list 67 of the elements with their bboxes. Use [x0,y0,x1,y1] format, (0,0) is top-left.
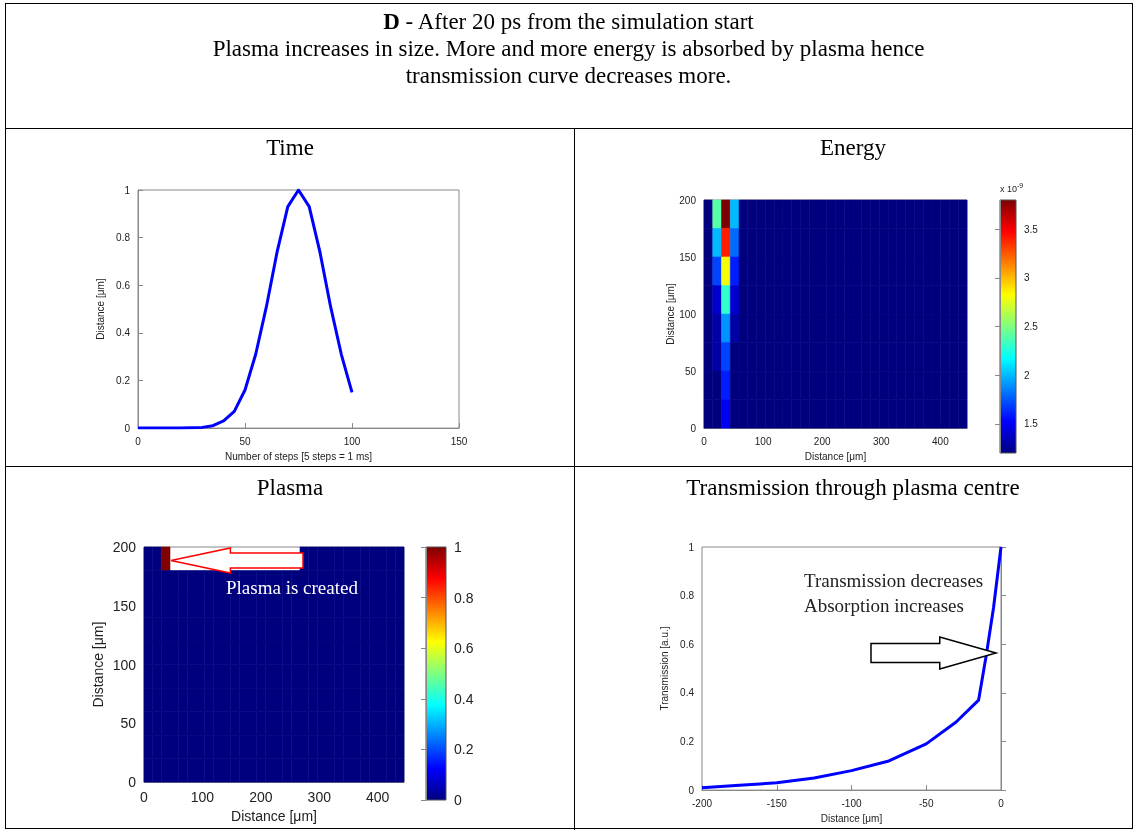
y-tick-label: 0.8 [116,232,131,244]
x-axis-title: Distance [μm] [804,450,867,462]
y-tick-label: 200 [679,194,697,206]
x-tick-label: 0 [140,789,149,806]
y-tick-label: 100 [679,308,697,320]
x-tick-label: 150 [450,435,468,447]
y-tick-label: 0.6 [680,638,695,650]
x-tick-label: 400 [932,435,950,447]
x-tick-label: 50 [239,435,251,447]
color-bar-label: 1.5 [1024,418,1039,430]
color-bar-label: 2.5 [1024,321,1039,332]
y-tick-label: 50 [120,715,137,732]
y-tick-label: 0 [690,422,697,434]
x-tick-label: 0 [998,797,1005,809]
x-tick-label: 300 [307,789,332,806]
text: Plasma increases in size. More and more energy is absorbed by plasma hence transmission curve decreases more. [211,35,926,89]
x-tick-label: 100 [754,435,772,447]
y-tick-label: 1 [124,184,131,196]
y-tick-label: 0 [128,774,137,791]
y-tick-label: 50 [684,365,697,377]
y-tick-label: 1 [688,541,695,553]
y-tick-label: 0.8 [680,590,695,602]
y-axis-title: Distance [μm] [89,621,106,708]
color-bar-label: 0.2 [454,741,474,758]
x-tick-label: -150 [766,797,788,809]
color-bar-label: 0.8 [454,589,474,606]
annotation: Transmission decreases [804,570,984,591]
x-tick-label: 0 [701,435,708,447]
x-tick-label: 200 [249,789,273,806]
x-tick-label: 200 [813,435,831,447]
color-bar-label: 3.5 [1024,223,1039,235]
x-tick-label: -200 [691,797,713,809]
x-tick-label: 400 [366,789,390,806]
x-tick-label: -50 [919,797,934,809]
color-bar-label: 2 [1024,369,1030,381]
text: D - After 20 ps from the simulation start [382,8,755,35]
x-axis-title: Distance [μm] [231,808,317,824]
y-tick-label: 200 [112,539,137,555]
y-tick-label: 150 [679,251,697,263]
line-series [700,545,1003,790]
y-tick-label: 0.4 [680,687,695,699]
y-axis-title: Transmission [a.u.] [658,626,670,711]
color-bar-label: 0.6 [454,640,474,657]
chart-title: Plasma [6,466,574,508]
x-tick-label: 300 [872,435,891,447]
annotation: Absorption increases [804,595,964,616]
x-tick-label: -100 [841,797,862,809]
chart-title: Time [6,128,574,166]
y-tick-label: 0 [124,422,131,434]
color-bar-label: 0.4 [454,690,474,707]
chart-title: Transmission through plasma centre [574,466,1132,508]
y-axis-title: Distance [μm] [94,278,106,340]
y-axis-title: Distance [μm] [664,283,676,345]
chart-title: Energy [574,128,1132,166]
annotation: Plasma is created [226,577,359,598]
x-tick-label: 100 [343,435,361,447]
x-axis-title: Distance [μm] [820,812,883,824]
y-tick-label: 0.4 [116,327,131,339]
color-bar-label: 1 [454,539,462,555]
y-tick-label: 0.6 [116,279,131,291]
x-tick-label: 100 [190,789,215,806]
x-axis-title: Number of steps [5 steps = 1 ms] [224,450,373,462]
y-tick-label: 0.2 [116,374,131,386]
y-tick-label: 0.2 [680,735,695,747]
color-bar-label: 3 [1024,272,1030,284]
y-tick-label: 100 [112,656,137,673]
y-tick-label: 150 [112,597,137,614]
